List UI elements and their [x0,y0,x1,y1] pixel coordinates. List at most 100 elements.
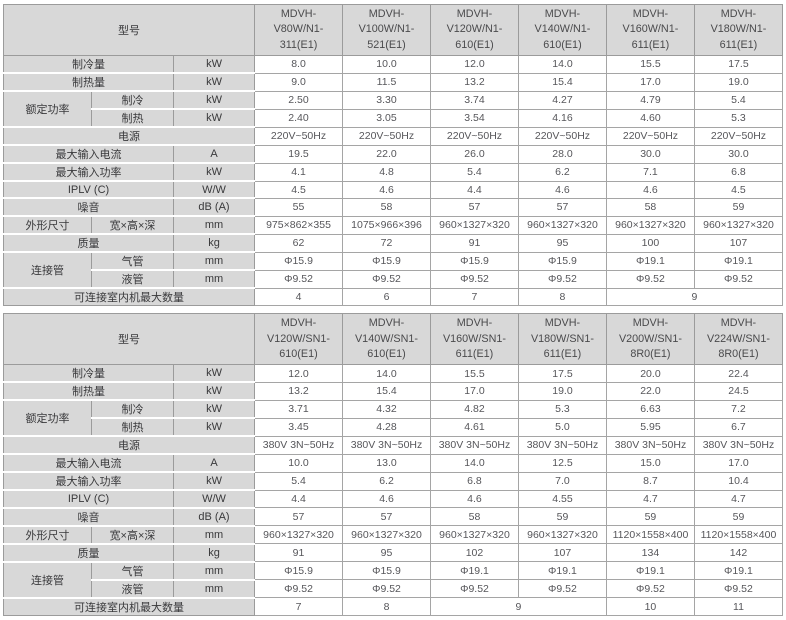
value-cell: 28.0 [517,144,607,164]
model-name: MDVH- V200W/SN1- 8R0(E1) [605,313,695,366]
value-cell: 58 [605,197,695,217]
table-row: 制冷量 kW 8.0 10.0 12.0 14.0 15.5 17.5 [3,55,784,74]
value-cell: 3.05 [342,108,431,128]
value-cell: 102 [429,543,519,563]
row-label: 制热 [91,108,174,128]
value-cell: 6.8 [429,471,519,491]
value-cell: 220V~50Hz [517,126,607,146]
model-column-title: 型号 [2,313,256,366]
value-cell: 380V 3N~50Hz [342,435,431,455]
row-label: 制冷量 [3,55,174,74]
value-cell: 26.0 [429,144,519,164]
value-cell: Φ9.52 [517,269,607,289]
unit-cell: kW [172,381,256,402]
value-cell: 107 [693,233,784,253]
value-cell: 4.6 [342,180,431,199]
unit-cell: A [172,144,256,164]
value-cell: 1075×966×396 [342,215,431,235]
value-cell: 5.0 [517,417,607,437]
value-cell: Φ15.9 [342,251,431,271]
value-cell: 6.7 [693,417,784,437]
table-row: 质量 kg 91 95 102 107 134 142 [3,543,784,563]
value-cell: Φ19.1 [429,561,519,581]
unit-cell: kW [172,471,256,492]
value-cell: 59 [693,197,784,217]
row-label: 制冷量 [3,364,174,384]
value-cell: 3.45 [254,417,343,437]
value-cell: 5.3 [517,399,607,419]
value-cell: 14.0 [517,55,607,74]
value-cell: 22.0 [342,144,431,164]
table-row: 外形尺寸 宽×高×深 mm 960×1327×320 960×1327×320 960×1… [3,525,784,545]
row-label: 宽×高×深 [91,525,174,545]
row-label: IPLV (C) [3,180,174,200]
value-cell: 17.5 [517,364,607,383]
value-cell: 5.3 [693,108,784,128]
value-cell: Φ15.9 [517,251,607,271]
model-name: MDVH- V140W/SN1- 610(E1) [342,313,431,366]
table-row: 液管 mm Φ9.52 Φ9.52 Φ9.52 Φ9.52 Φ9.52 Φ9.52 [4,269,784,290]
value-cell: 6 [342,287,431,307]
row-label: 最大输入功率 [3,471,174,492]
value-cell: 17.0 [429,381,519,401]
row-label: 质量 [3,543,174,563]
value-cell: 12.0 [429,55,519,74]
row-label: IPLV (C) [3,489,174,509]
table-row: 连接管 气管 mm Φ15.9 Φ15.9 Φ19.1 Φ19.1 Φ19.1 Φ19.1 [3,561,784,599]
model-name: MDVH- V80W/N1- 311(E1) [254,4,343,56]
value-cell: 55 [254,197,343,217]
value-cell: 4.1 [254,162,343,182]
value-cell: 72 [342,233,431,253]
value-cell: 380V 3N~50Hz [605,435,695,455]
value-cell: 380V 3N~50Hz [517,435,607,455]
unit-cell: kW [172,162,256,182]
value-cell: 4.5 [693,180,784,199]
value-cell: 4.60 [605,108,695,128]
value-cell: Φ9.52 [517,579,607,599]
value-cell: 6.8 [693,162,784,182]
spec-table-1: 型号 MDVH- V80W/N1- 311(E1) MDVH- V100W/N1- … [2,4,784,307]
value-cell: 7 [254,597,343,616]
table-row: 噪音 dB (A) 57 57 58 59 59 59 [3,507,784,527]
value-cell: 58 [429,507,519,527]
value-cell: Φ15.9 [342,561,431,581]
value-cell: 960×1327×320 [693,215,784,235]
row-label: 噪音 [3,197,174,218]
value-cell: 4.55 [517,489,607,509]
value-cell: 7.1 [605,162,695,182]
value-cell: 2.40 [254,108,343,128]
value-cell: 3.74 [429,90,519,110]
value-cell: 24.5 [693,381,784,401]
unit-cell: dB (A) [172,197,256,218]
value-cell: Φ9.52 [342,269,431,289]
unit-cell: dB (A) [172,507,256,527]
value-cell: 220V~50Hz [693,126,784,146]
value-cell: Φ9.52 [429,579,519,599]
unit-cell: mm [172,525,256,545]
table-body: 制冷量 kW 12.0 14.0 15.5 17.5 20.0 22.4 制热量 kW 13.2 15… [2,364,784,616]
value-cell: 59 [517,507,607,527]
model-header-row: 型号 MDVH- V80W/N1- 311(E1) MDVH- V100W/N1- … [2,4,784,56]
value-cell: 62 [254,233,343,253]
value-cell: 17.0 [693,453,784,473]
group-label: 外形尺寸 [3,215,92,236]
value-cell: 4.7 [605,489,695,509]
value-cell: 7 [429,287,519,307]
group-label: 额定功率 [3,399,92,438]
value-cell: 15.5 [429,364,519,383]
value-cell: 59 [693,507,784,527]
row-label: 可连接室内机最大数量 [2,597,256,616]
value-cell: 220V~50Hz [429,126,519,146]
value-cell: 4.7 [693,489,784,509]
value-cell: Φ9.52 [605,269,695,289]
value-cell: 10.0 [342,55,431,74]
value-cell: Φ19.1 [693,561,784,581]
value-cell: 17.0 [605,72,695,92]
value-cell: Φ19.1 [605,561,695,581]
unit-cell: W/W [172,489,256,509]
value-cell: 220V~50Hz [605,126,695,146]
unit-cell: mm [172,269,256,290]
model-name: MDVH- V140W/N1- 610(E1) [517,4,607,56]
value-cell: 4.4 [429,180,519,199]
row-label: 气管 [91,251,174,272]
